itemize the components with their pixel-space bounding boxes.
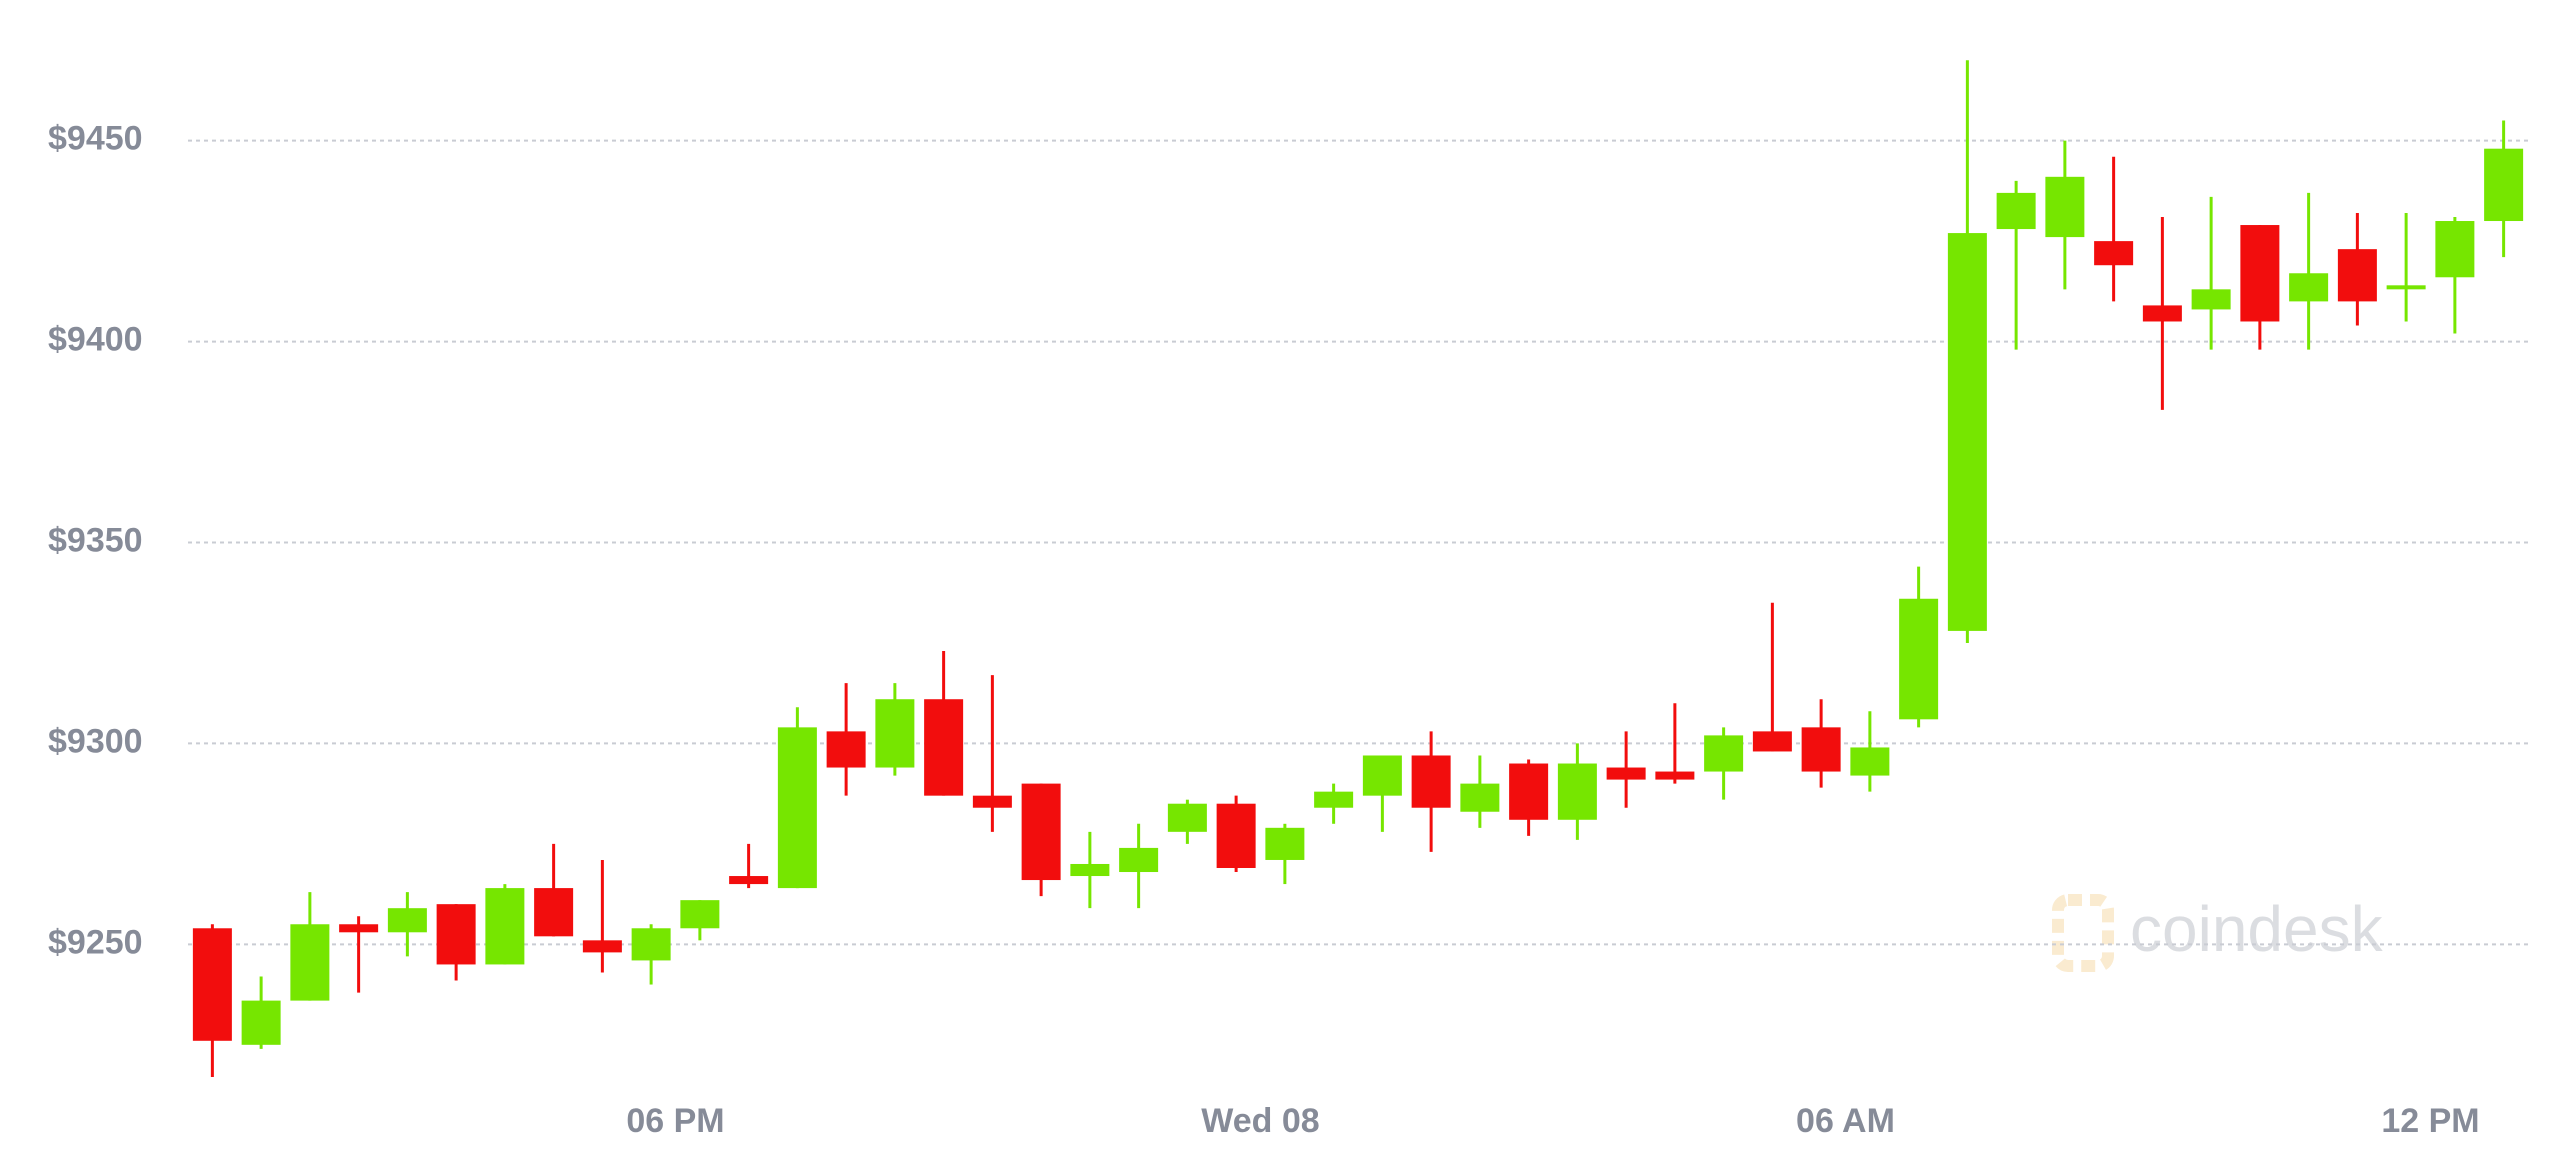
candle-body xyxy=(2240,225,2280,322)
candle-body xyxy=(1167,803,1207,832)
candle-body xyxy=(1021,783,1061,881)
y-tick-label: $9300 xyxy=(48,722,143,760)
candle-body xyxy=(1509,763,1549,820)
watermark-text: coindesk xyxy=(2130,893,2384,965)
candle-body xyxy=(2094,241,2134,266)
candle-body xyxy=(2289,273,2329,302)
candle-body xyxy=(777,727,817,889)
y-tick-label: $9450 xyxy=(48,120,143,158)
candle-body xyxy=(582,940,622,953)
candle-body xyxy=(2142,305,2182,322)
candle-body xyxy=(2435,221,2475,278)
watermark-icon xyxy=(2052,894,2114,972)
candle-body xyxy=(1265,827,1305,860)
candle-body xyxy=(2386,285,2426,290)
x-tick-label: 12 PM xyxy=(2381,1102,2479,1140)
candle-body xyxy=(436,904,476,965)
x-tick-label: 06 AM xyxy=(1796,1102,1895,1140)
candle-body xyxy=(1996,192,2036,230)
candle-body xyxy=(924,699,964,796)
candle-body xyxy=(2337,249,2377,302)
candle-body xyxy=(729,876,769,885)
candle-body xyxy=(241,1000,281,1045)
candle-body xyxy=(534,888,574,937)
candle-body xyxy=(1704,735,1744,772)
candle-body xyxy=(1557,763,1597,820)
watermark: coindesk xyxy=(2052,893,2384,972)
candle-body xyxy=(1655,771,1695,780)
x-tick-label: Wed 08 xyxy=(1201,1102,1319,1140)
candle-body xyxy=(339,924,379,933)
candle-body xyxy=(1752,731,1792,752)
candle-body xyxy=(1119,847,1159,873)
candle-body xyxy=(2191,289,2231,310)
candle-body xyxy=(1947,233,1987,631)
candle-body xyxy=(1899,598,1939,720)
candle-body xyxy=(1460,783,1500,812)
candle-body xyxy=(631,928,671,961)
y-tick-label: $9400 xyxy=(48,321,143,359)
candle-body xyxy=(192,928,232,1041)
candle-body xyxy=(1801,727,1841,772)
candle-body xyxy=(485,888,525,965)
candle-body xyxy=(2484,148,2524,222)
candle-body xyxy=(2045,176,2085,238)
x-tick-label: 06 PM xyxy=(626,1102,724,1140)
candle-body xyxy=(1216,803,1256,868)
candle-body xyxy=(1606,767,1646,780)
candle-body xyxy=(1411,755,1451,808)
candle-body xyxy=(1070,863,1110,877)
candle-body xyxy=(1362,755,1402,796)
candle-body xyxy=(972,795,1012,808)
candle-body xyxy=(1850,747,1890,776)
candle-body xyxy=(290,924,330,1001)
candle-body xyxy=(1314,791,1354,808)
y-tick-label: $9250 xyxy=(48,923,143,961)
candle-body xyxy=(826,731,866,768)
candle-body xyxy=(875,699,915,768)
y-tick-label: $9350 xyxy=(48,521,143,559)
candle-body xyxy=(680,900,720,929)
candle-body xyxy=(387,908,427,933)
